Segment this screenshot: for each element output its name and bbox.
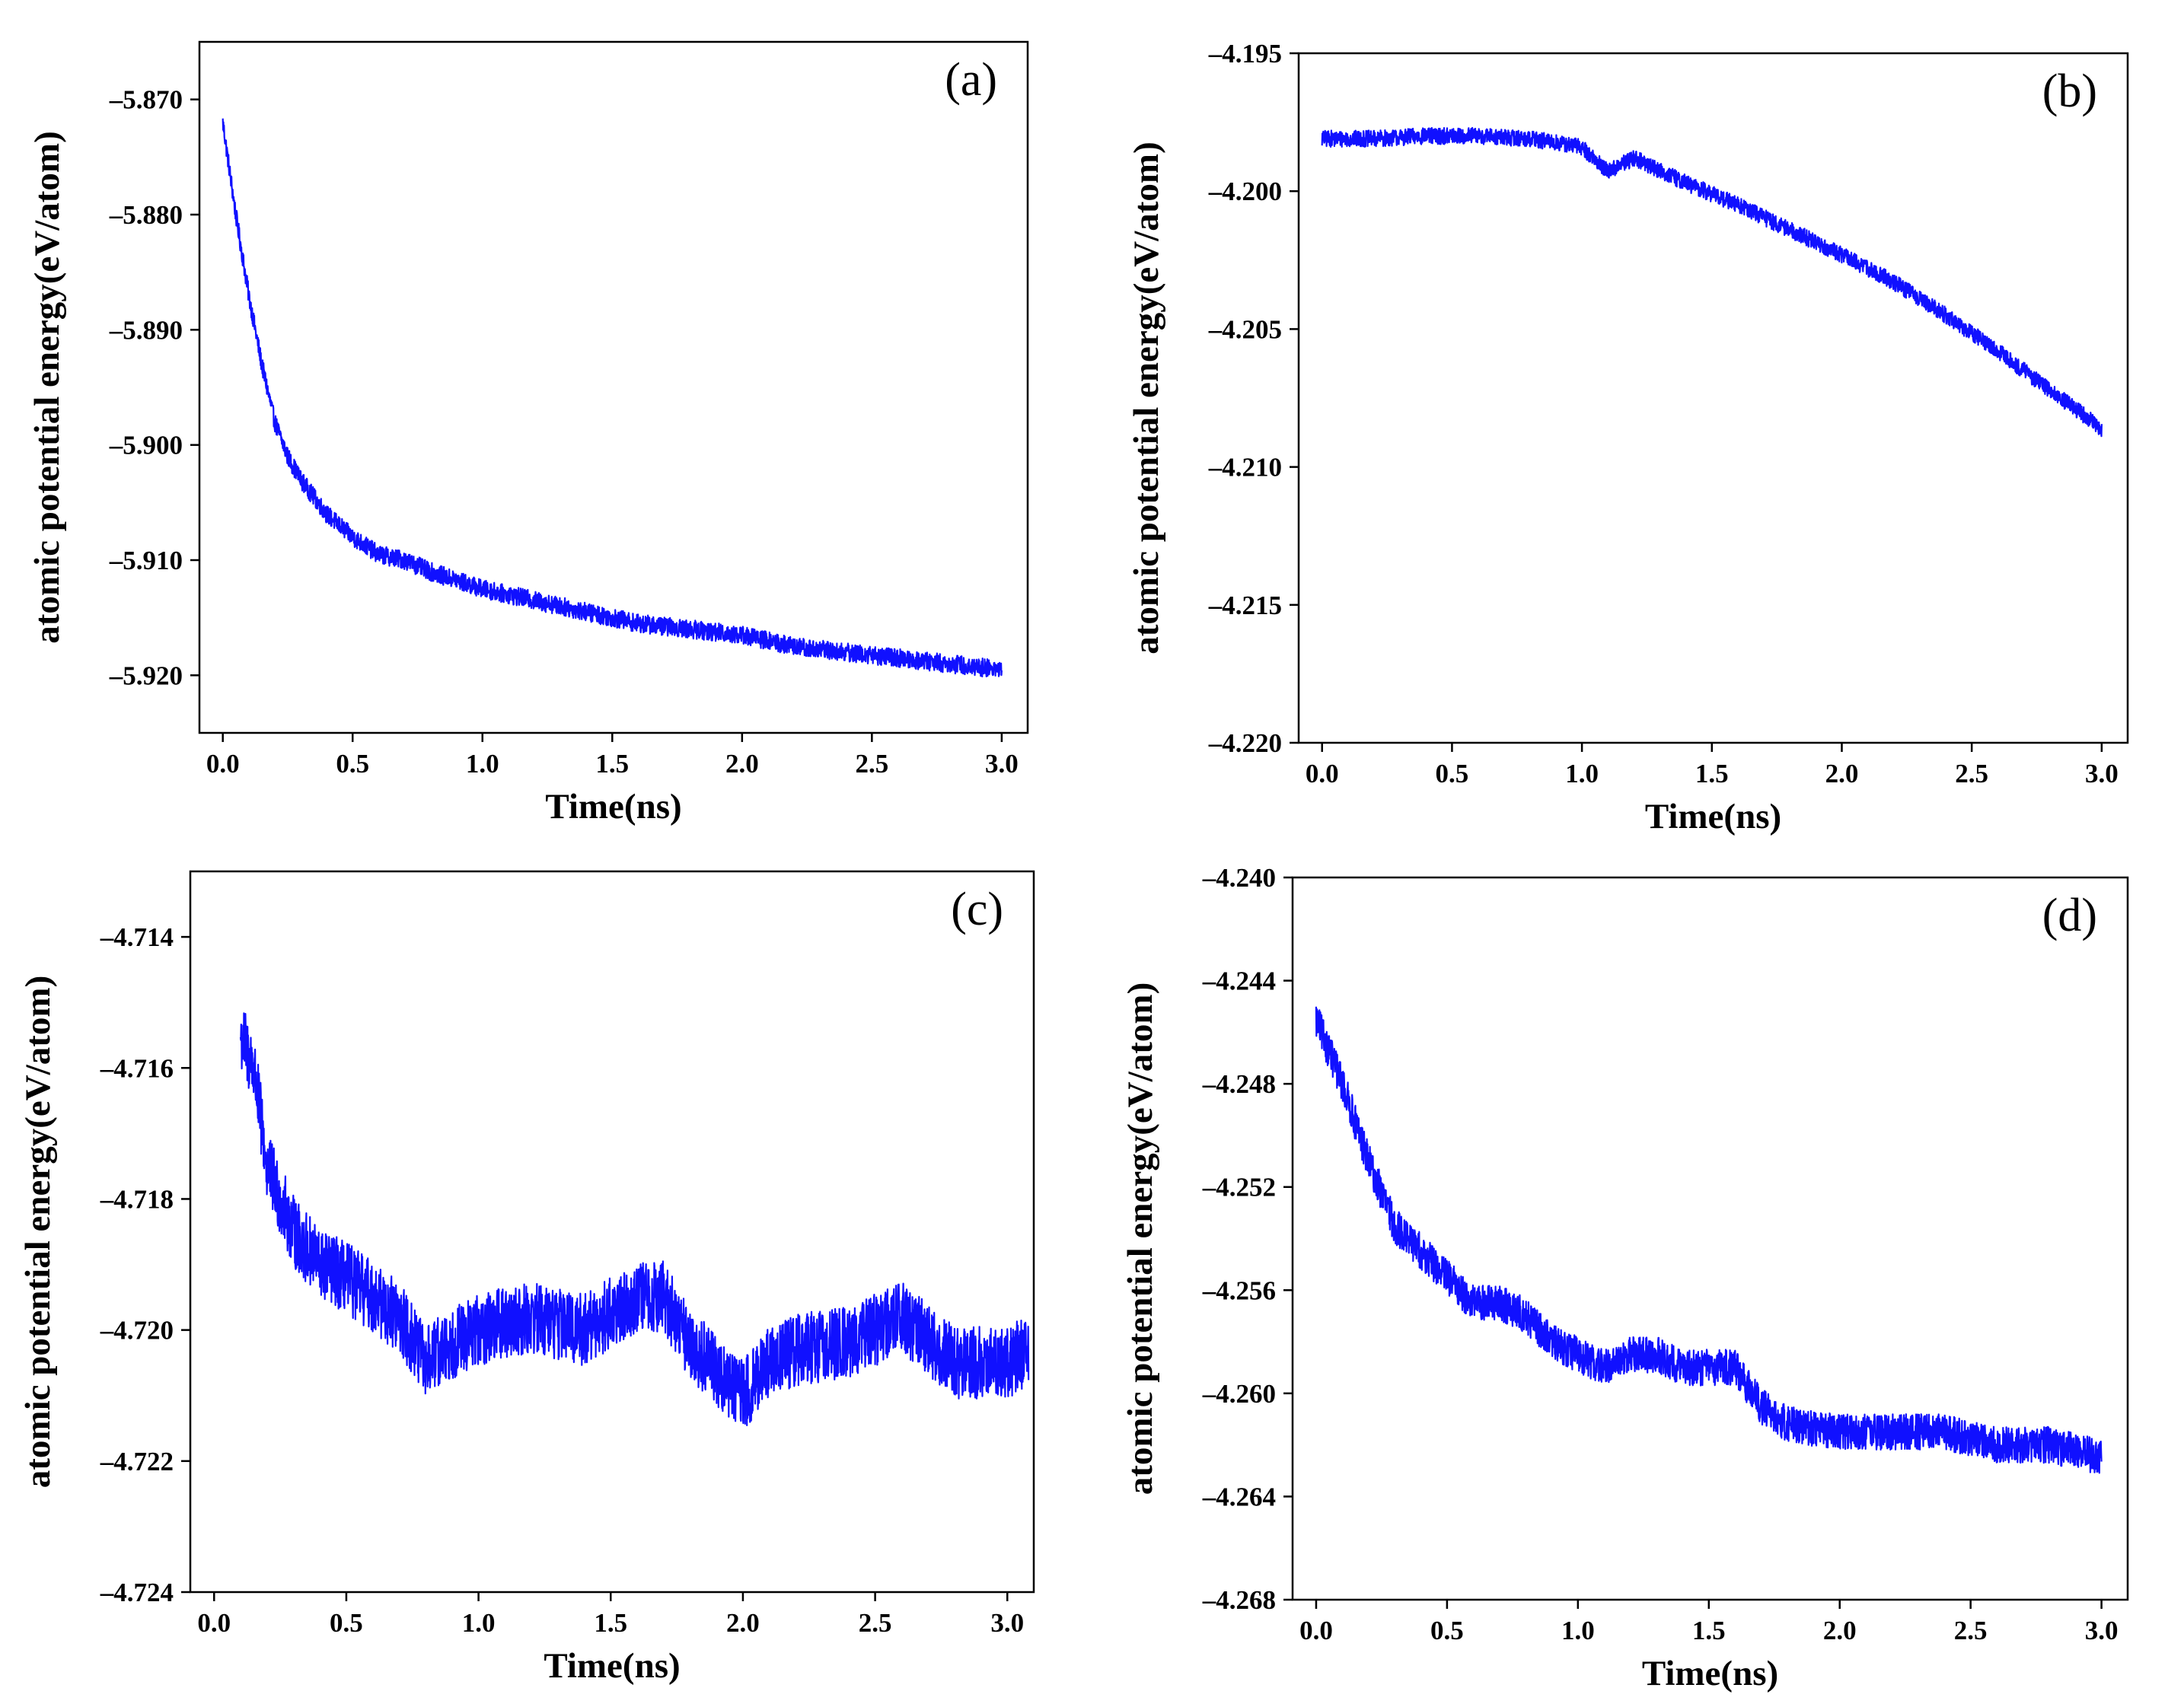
series-line (222, 118, 1003, 678)
y-tick-label: –5.880 (109, 200, 183, 230)
y-tick-label: –4.718 (100, 1184, 174, 1214)
plot-frame (1297, 52, 2129, 744)
y-tick-label: –4.248 (1202, 1069, 1276, 1099)
y-tick-label: –4.724 (100, 1578, 174, 1607)
y-axis-ticks: –4.240 –4.244 –4.248 –4.252 –4.256 –4.260 –4.2… (1202, 863, 1293, 1615)
y-tick-label: –5.870 (109, 85, 183, 115)
y-tick-label: –4.205 (1208, 314, 1282, 344)
x-tick-label: 0.0 (1299, 1616, 1333, 1645)
x-tick-label: 2.5 (855, 749, 888, 779)
x-tick-label: 1.0 (1565, 759, 1599, 788)
x-tick-label: 0.5 (1436, 759, 1469, 788)
x-axis-title: Time(ns) (1645, 797, 1781, 836)
y-tick-label: –4.210 (1208, 453, 1282, 482)
y-tick-label: –4.268 (1202, 1585, 1276, 1615)
series-line (1321, 126, 2103, 438)
x-tick-label: 2.0 (1823, 1616, 1857, 1645)
y-tick-label: –4.200 (1208, 177, 1282, 206)
x-tick-label: 0.5 (330, 1608, 363, 1638)
series-line (1315, 1006, 2103, 1474)
y-tick-label: –4.722 (100, 1447, 174, 1476)
y-axis-ticks: –4.195 –4.200 –4.205 –4.210 –4.215 –4.220 (1208, 39, 1299, 758)
panel-label: (d) (2042, 890, 2097, 941)
x-tick-label: 1.0 (1561, 1616, 1595, 1645)
panel-label: (b) (2042, 65, 2097, 117)
x-tick-label: 0.0 (1306, 759, 1339, 788)
x-tick-label: 2.0 (1825, 759, 1859, 788)
x-tick-label: 3.0 (985, 749, 1019, 779)
x-tick-label: 2.0 (725, 749, 759, 779)
x-tick-label: 3.0 (2085, 1616, 2119, 1645)
x-tick-label: 3.0 (2085, 759, 2119, 788)
y-tick-label: –4.220 (1208, 728, 1282, 758)
x-tick-label: 0.5 (336, 749, 369, 779)
x-tick-label: 2.5 (1955, 759, 1988, 788)
series-line (239, 1012, 1030, 1427)
y-axis-title: atomic potential energy(eV/atom) (1127, 142, 1166, 654)
y-axis-title: atomic potential energy(eV/atom) (27, 131, 67, 643)
panel-label: (c) (951, 884, 1003, 935)
x-tick-label: 1.5 (1692, 1616, 1726, 1645)
x-tick-label: 1.0 (466, 749, 499, 779)
y-tick-label: –5.900 (109, 431, 183, 460)
y-tick-label: –4.720 (100, 1316, 174, 1346)
x-axis-title: Time(ns) (1642, 1654, 1778, 1693)
x-tick-label: 0.0 (197, 1608, 231, 1638)
panel-b: 0.0 0.5 1.0 1.5 2.0 2.5 3.0 –4.195 –4.200 –4.205… (1127, 39, 2129, 836)
y-tick-label: –4.256 (1202, 1275, 1276, 1305)
plot-frame (189, 870, 1035, 1594)
y-tick-label: –4.260 (1202, 1379, 1276, 1409)
x-axis-title: Time(ns) (545, 787, 681, 826)
x-tick-label: 1.5 (1695, 759, 1729, 788)
y-axis-title: atomic potential energy(eV/atom) (18, 976, 58, 1488)
y-axis-ticks: –5.870 –5.880 –5.890 –5.900 –5.910 –5.920 (109, 85, 199, 690)
y-tick-label: –5.920 (109, 661, 183, 690)
y-tick-label: –5.890 (109, 315, 183, 345)
y-tick-label: –4.240 (1202, 863, 1276, 893)
y-axis-ticks: –4.714 –4.716 –4.718 –4.720 –4.722 –4.724 (100, 922, 190, 1607)
y-tick-label: –4.244 (1202, 967, 1276, 996)
x-tick-label: 2.5 (859, 1608, 892, 1638)
y-axis-title: atomic potential energy(eV/atom) (1121, 982, 1160, 1495)
x-tick-label: 2.5 (1954, 1616, 1988, 1645)
plot-frame (198, 40, 1029, 734)
x-tick-label: 1.5 (594, 1608, 627, 1638)
x-tick-label: 3.0 (990, 1608, 1024, 1638)
y-tick-label: –4.714 (100, 922, 174, 952)
x-tick-label: 0.5 (1430, 1616, 1464, 1645)
panel-c: 0.0 0.5 1.0 1.5 2.0 2.5 3.0 –4.714 –4.716 –4.718… (18, 870, 1035, 1686)
panel-label: (a) (945, 54, 997, 106)
y-tick-label: –5.910 (109, 546, 183, 575)
x-tick-label: 0.0 (206, 749, 240, 779)
y-tick-label: –4.252 (1202, 1173, 1276, 1202)
x-tick-label: 1.5 (595, 749, 629, 779)
y-tick-label: –4.264 (1202, 1482, 1276, 1511)
x-axis-ticks: 0.0 0.5 1.0 1.5 2.0 2.5 3.0 (197, 1592, 1024, 1638)
panel-d: 0.0 0.5 1.0 1.5 2.0 2.5 3.0 –4.240 –4.244 –4.248… (1121, 863, 2129, 1693)
x-tick-label: 1.0 (462, 1608, 496, 1638)
y-tick-label: –4.195 (1208, 39, 1282, 68)
x-axis-ticks: 0.0 0.5 1.0 1.5 2.0 2.5 3.0 (206, 733, 1019, 779)
plot-frame (1291, 876, 2129, 1601)
panel-a: 0.0 0.5 1.0 1.5 2.0 2.5 3.0 –5.870 –5.880 –5.890… (27, 40, 1029, 826)
x-axis-ticks: 0.0 0.5 1.0 1.5 2.0 2.5 3.0 (1306, 743, 2119, 788)
x-axis-ticks: 0.0 0.5 1.0 1.5 2.0 2.5 3.0 (1299, 1600, 2118, 1645)
y-tick-label: –4.716 (100, 1053, 174, 1083)
y-tick-label: –4.215 (1208, 591, 1282, 620)
x-tick-label: 2.0 (726, 1608, 760, 1638)
x-axis-title: Time(ns) (544, 1646, 680, 1686)
